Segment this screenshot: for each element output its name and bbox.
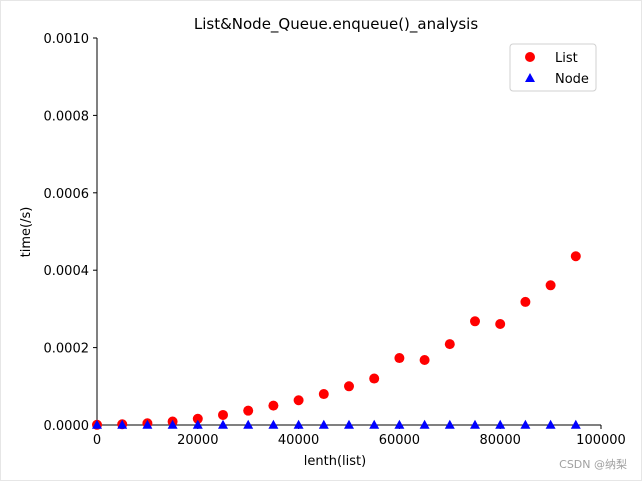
node-point [570,419,581,429]
node-point [344,419,354,429]
y-tick-label: 0.0004 [44,264,90,279]
x-tick-label: 0 [93,433,101,448]
list-point [570,251,581,262]
list-point [268,400,279,411]
list-point [369,373,380,384]
legend: List Node [509,43,597,92]
y-tick-label: 0.0002 [44,342,90,357]
list-point [243,405,254,416]
node-point [142,419,153,429]
list-point [470,316,480,327]
y-tick-label: 0.0006 [44,187,90,202]
axes: 0 20000 40000 60000 80000 100000 0.0000 0.0002 0… [44,32,626,448]
node-point [167,419,178,429]
node-point [218,419,228,429]
node-point [545,419,556,429]
list-point [318,389,329,400]
x-tick-label: 40000 [278,433,319,448]
x-tick-label: 80000 [480,433,521,448]
node-point [293,419,304,429]
node-point [369,419,380,429]
list-point [344,381,354,392]
list-point [495,318,506,329]
node-point [192,419,203,429]
chart-title: List&Node_Queue.enqueue()_analysis [194,15,478,34]
node-point [318,419,329,429]
node-point [394,419,405,429]
list-legend-marker [525,52,535,62]
x-tick-label: 60000 [379,433,420,448]
node-point [243,419,254,429]
list-point [394,353,405,364]
list-point [192,413,203,424]
node-point [268,419,279,429]
y-tick-label: 0.0008 [44,109,90,124]
list-point [444,339,455,350]
node-point [495,419,506,429]
list-legend-label: List [555,51,578,66]
x-axis-label: lenth(list) [304,454,366,469]
node-point [117,419,128,429]
node-point [470,419,480,429]
watermark: CSDN @纳梨 [559,458,627,471]
list-point [218,409,228,420]
list-point [293,395,304,406]
node-point [419,419,430,429]
y-axis-label: time(/s) [19,207,34,258]
node-point [444,419,455,429]
node-point [520,419,531,429]
list-point [545,280,556,291]
x-tick-label: 20000 [177,433,218,448]
node-point [92,419,102,429]
list-point [520,296,531,307]
node-legend-label: Node [555,72,589,87]
x-tick-label: 100000 [576,433,626,448]
list-point [419,354,430,365]
y-tick-label: 0.0010 [44,32,90,47]
y-tick-label: 0.0000 [44,419,90,434]
node-legend-marker [525,73,535,82]
data-points [92,251,581,430]
